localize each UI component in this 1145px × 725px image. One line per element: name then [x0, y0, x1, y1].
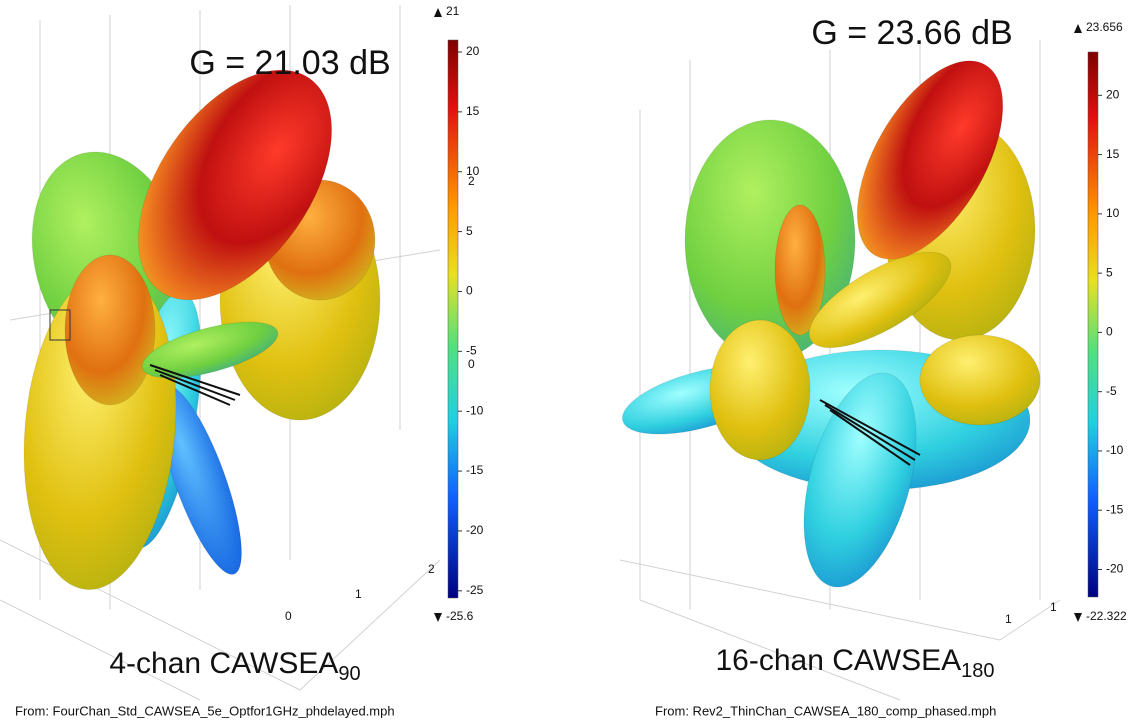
colorbar-tick-label: 20: [466, 44, 480, 58]
max-marker: [1074, 24, 1082, 33]
caption: 4-chan CAWSEA90: [109, 647, 360, 685]
caption-text: 4-chan CAWSEA: [109, 647, 338, 680]
colorbar-tick-label: 15: [1106, 147, 1120, 161]
colorbar-tick-label: -25: [466, 583, 484, 597]
caption: 16-chan CAWSEA180: [715, 644, 994, 682]
min-marker: [1074, 613, 1082, 622]
figure: G = 21.03 dB21-25.620151050-5-10-15-20-2…: [0, 0, 1145, 725]
colorbar-tick-label: 0: [466, 284, 473, 298]
axis-label: 0: [468, 357, 475, 371]
gain-label: G = 23.66 dB: [811, 14, 1012, 52]
colorbar-tick-label: -15: [466, 463, 484, 477]
caption-text: 16-chan CAWSEA: [715, 644, 961, 677]
axis-label: 2: [428, 562, 435, 576]
colorbar: [448, 40, 458, 598]
colorbar-min: -22.322: [1086, 609, 1127, 623]
caption-subscript: 180: [961, 660, 994, 682]
source-note: From: FourChan_Std_CAWSEA_5e_Optfor1GHz_…: [15, 703, 395, 718]
colorbar-tick-label: -15: [1106, 502, 1124, 516]
colorbar-tick-label: -10: [1106, 443, 1124, 457]
pattern-left: [0, 5, 440, 700]
axis-label: 1: [1050, 600, 1057, 614]
source-note: From: Rev2_ThinChan_CAWSEA_180_comp_phas…: [655, 703, 996, 718]
colorbar-tick-label: -5: [1106, 384, 1117, 398]
caption-subscript: 90: [338, 663, 360, 685]
axis-label: 1: [355, 587, 362, 601]
pattern-right: [615, 37, 1060, 700]
colorbar-tick-label: 10: [1106, 206, 1120, 220]
colorbar-tick-label: 5: [1106, 265, 1113, 279]
colorbar-tick-label: 5: [466, 224, 473, 238]
colorbar-tick-label: -5: [466, 344, 477, 358]
colorbar-max: 21: [446, 4, 460, 18]
colorbar: [1088, 52, 1098, 597]
axis-label: 0: [285, 609, 292, 623]
colorbar-min: -25.6: [446, 609, 474, 623]
colorbar-tick-label: 20: [1106, 88, 1120, 102]
gain-label: G = 21.03 dB: [189, 44, 390, 82]
colorbar-tick-label: -20: [1106, 562, 1124, 576]
colorbar-tick-label: -10: [466, 403, 484, 417]
colorbar-tick-label: -20: [466, 523, 484, 537]
min-marker: [434, 613, 442, 622]
axis-label: 2: [468, 174, 475, 188]
colorbar-max: 23.656: [1086, 20, 1123, 34]
max-marker: [434, 8, 442, 17]
axis-label: 1: [1005, 612, 1012, 626]
colorbar-tick-label: 15: [466, 104, 480, 118]
colorbar-tick-label: 0: [1106, 325, 1113, 339]
